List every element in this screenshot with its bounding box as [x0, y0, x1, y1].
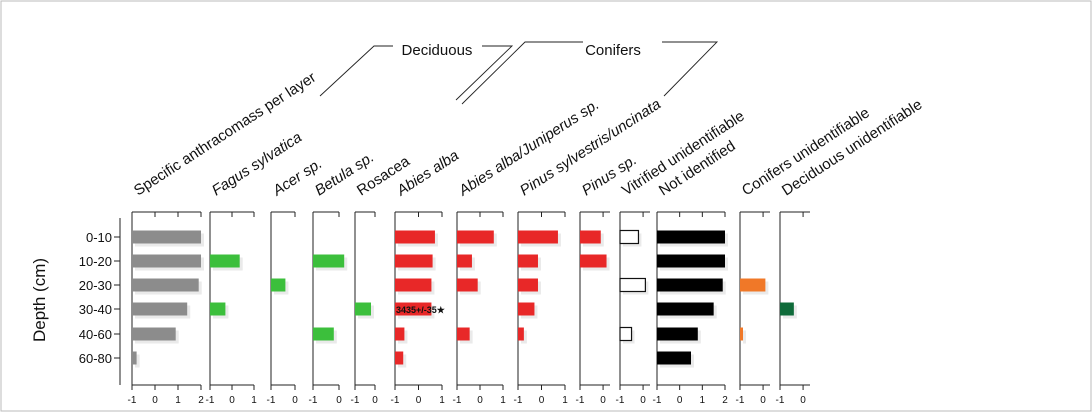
panel-tick-label: 1	[700, 395, 706, 406]
bar-shadow	[743, 330, 746, 344]
bar-pinus-sylvestris-uncinata-20-30	[518, 278, 538, 292]
bar-pinus-sylvestris-uncinata-0-10	[518, 230, 558, 244]
bar-fagus-sylvatica-10-20	[210, 254, 240, 268]
panel-tick-label: -1	[616, 395, 625, 406]
panel-tick-label: -1	[128, 395, 137, 406]
panel-tick-label: -1	[453, 395, 462, 406]
panel-tick-label: -1	[267, 395, 276, 406]
category-label: 40-60	[79, 327, 112, 342]
bar-not-identified-40-60	[657, 327, 698, 341]
panel-tick-label: -1	[391, 395, 400, 406]
panel-tick-label: 0	[640, 395, 646, 406]
bar-pinus-sp-0-10	[580, 230, 601, 244]
bar-abies-alba-40-60	[395, 327, 405, 341]
deciduous-bracket-left	[319, 45, 393, 97]
bar-abies-alba-juniperus-sp-0-10	[457, 230, 494, 244]
panel-tick-label: 2	[722, 395, 728, 406]
bar-abies-alba-20-30	[395, 278, 432, 292]
category-label: 60-80	[79, 351, 112, 366]
panel-tick-label: 0	[292, 395, 298, 406]
bar-pinus-sp-10-20	[580, 254, 607, 268]
panel-tick-label: -1	[514, 395, 523, 406]
bar-not-identified-20-30	[657, 278, 723, 292]
bar-rosacea-30-40	[355, 302, 371, 316]
category-label: 0-10	[86, 230, 112, 245]
bar-acer-sp-20-30	[271, 278, 286, 292]
bar-specific-anthracomass-per-layer-10-20	[132, 254, 201, 268]
panel-tick-label: -1	[736, 395, 745, 406]
bar-shadow	[521, 330, 527, 344]
panel-tick-label: -1	[351, 395, 360, 406]
bar-not-identified-0-10	[657, 230, 725, 244]
bar-specific-anthracomass-per-layer-30-40	[132, 302, 188, 316]
bar-abies-alba-juniperus-sp-20-30	[457, 278, 478, 292]
panel-tick-label: -1	[576, 395, 585, 406]
panel-tick-label: -1	[309, 395, 318, 406]
panel-tick-label: -1	[206, 395, 215, 406]
panel-tick-label: 2	[198, 395, 204, 406]
panel-tick-label: 0	[600, 395, 606, 406]
y-axis-label: Depth (cm)	[30, 258, 49, 342]
category-label: 10-20	[79, 254, 112, 269]
bar-specific-anthracomass-per-layer-20-30	[132, 278, 199, 292]
bar-specific-anthracomass-per-layer-60-80	[132, 351, 137, 365]
group-label-deciduous: Deciduous	[402, 42, 473, 59]
bar-specific-anthracomass-per-layer-0-10	[132, 230, 201, 244]
panel-tick-label: 1	[562, 395, 568, 406]
panel-tick-label: 1	[175, 395, 181, 406]
bar-not-identified-30-40	[657, 302, 714, 316]
bar-pinus-sylvestris-uncinata-40-60	[518, 327, 524, 341]
bar-abies-alba-10-20	[395, 254, 433, 268]
bar-vitrified-unidentifiable-40-60	[619, 326, 633, 342]
bar-abies-alba-60-80	[395, 351, 404, 365]
bar-betula-sp-40-60	[313, 327, 334, 341]
bar-pinus-sylvestris-uncinata-30-40	[518, 302, 535, 316]
panel-tick-label: 0	[152, 395, 158, 406]
bar-vitrified-unidentifiable-20-30	[619, 277, 646, 293]
panel-tick-label: 0	[760, 395, 766, 406]
panel-tick-label: 0	[539, 395, 545, 406]
panel-tick-label: 0	[336, 395, 342, 406]
bar-conifers-unidentifiable-40-60	[740, 327, 743, 341]
panel-tick-label: 0	[477, 395, 483, 406]
bar-conifers-unidentifiable-20-30	[740, 278, 766, 292]
bar-shadow	[135, 354, 140, 368]
bar-abies-alba-juniperus-sp-40-60	[457, 327, 470, 341]
bar-not-identified-10-20	[657, 254, 725, 268]
category-label: 30-40	[79, 302, 112, 317]
bar-abies-alba-30-40	[395, 302, 432, 316]
bar-fagus-sylvatica-30-40	[210, 302, 226, 316]
panel-tick-label: -1	[776, 395, 785, 406]
radiocarbon-date-annotation: 3435+/-35★	[396, 305, 446, 315]
panel-tick-label: -1	[653, 395, 662, 406]
panel-tick-label: 0	[372, 395, 378, 406]
panel-tick-label: 1	[439, 395, 445, 406]
panel-tick-label: 1	[251, 395, 257, 406]
bar-abies-alba-juniperus-sp-10-20	[457, 254, 472, 268]
bar-vitrified-unidentifiable-0-10	[619, 229, 640, 245]
panel-tick-label: 1	[500, 395, 506, 406]
panel-tick-label: 0	[229, 395, 235, 406]
bar-not-identified-60-80	[657, 351, 691, 365]
bar-betula-sp-10-20	[313, 254, 345, 268]
deciduous-bracket-right	[455, 45, 514, 101]
bar-abies-alba-0-10	[395, 230, 435, 244]
bar-pinus-sylvestris-uncinata-10-20	[518, 254, 538, 268]
group-label-conifers: Conifers	[585, 42, 641, 59]
panel-tick-label: 0	[416, 395, 422, 406]
bar-specific-anthracomass-per-layer-40-60	[132, 327, 176, 341]
conifers-bracket-left	[461, 41, 583, 105]
bar-deciduous-unidentifiable-30-40	[780, 302, 794, 316]
panel-tick-label: 0	[677, 395, 683, 406]
panel-tick-label: 0	[800, 395, 806, 406]
conifers-bracket-right	[662, 41, 719, 97]
category-label: 20-30	[79, 278, 112, 293]
